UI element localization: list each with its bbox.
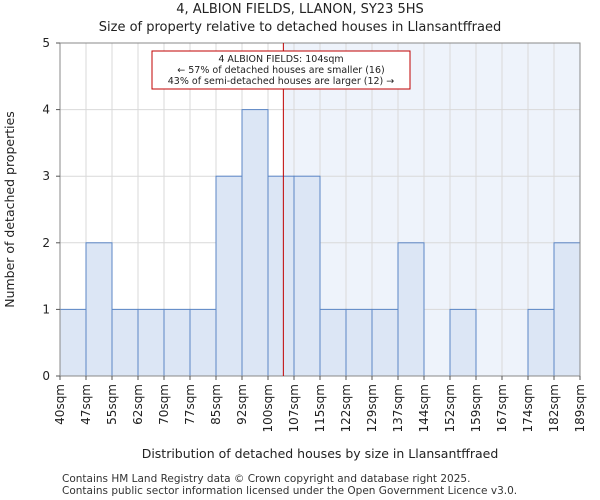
annotation-line: ← 57% of detached houses are smaller (16…	[177, 65, 384, 76]
x-axis-label: Distribution of detached houses by size …	[142, 446, 499, 461]
histogram-bar	[371, 308, 399, 377]
y-tick-label: 4	[42, 103, 50, 117]
histogram-bar	[163, 308, 191, 377]
x-tick-label: 92sqm	[235, 384, 249, 425]
y-tick-label: 2	[42, 236, 50, 250]
histogram-bar	[59, 308, 87, 377]
histogram-bar	[449, 308, 477, 377]
histogram-bar	[137, 308, 165, 377]
y-tick-label: 3	[42, 169, 50, 183]
x-tick-label: 115sqm	[313, 384, 327, 432]
x-tick-label: 167sqm	[495, 384, 509, 432]
x-tick-label: 55sqm	[105, 384, 119, 425]
x-tick-label: 159sqm	[469, 384, 483, 432]
histogram-bar	[241, 109, 269, 377]
histogram-bar	[111, 308, 139, 377]
x-tick-label: 62sqm	[131, 384, 145, 425]
x-tick-label: 174sqm	[521, 384, 535, 432]
histogram-bar	[85, 242, 113, 377]
histogram-bar	[527, 308, 555, 377]
chart-title: 4, ALBION FIELDS, LLANON, SY23 5HS	[176, 2, 424, 17]
x-tick-label: 144sqm	[417, 384, 431, 432]
x-tick-label: 152sqm	[443, 384, 457, 432]
x-tick-label: 189sqm	[573, 384, 587, 432]
x-tick-label: 182sqm	[547, 384, 561, 432]
histogram-bar	[397, 242, 425, 377]
x-tick-label: 129sqm	[365, 384, 379, 432]
x-tick-label: 85sqm	[209, 384, 223, 425]
y-axis-label: Number of detached properties	[2, 111, 17, 308]
x-tick-label: 122sqm	[339, 384, 353, 432]
y-tick-label: 1	[42, 302, 50, 316]
x-tick-label: 70sqm	[157, 384, 171, 425]
footer-licence: Contains public sector information licen…	[62, 485, 518, 497]
histogram-bar	[319, 308, 347, 377]
annotation-line: 4 ALBION FIELDS: 104sqm	[218, 54, 343, 65]
annotation-line: 43% of semi-detached houses are larger (…	[168, 76, 395, 87]
x-tick-label: 40sqm	[53, 384, 67, 425]
footer-copyright: Contains HM Land Registry data © Crown c…	[62, 473, 471, 485]
histogram-bar	[553, 242, 581, 377]
y-tick-label: 0	[42, 369, 50, 383]
x-tick-label: 107sqm	[287, 384, 301, 432]
histogram-bar	[293, 175, 321, 377]
histogram-chart: 0 1 2 3 4 5 40sqm 47sqm 55sqm 62sqm 70sqm 77sqm 85sq…	[2, 36, 587, 461]
annotation-box	[151, 50, 411, 90]
x-tick-label: 77sqm	[183, 384, 197, 425]
histogram-bar	[267, 175, 295, 377]
chart-subtitle: Size of property relative to detached ho…	[98, 20, 502, 35]
x-tick-label: 47sqm	[79, 384, 93, 425]
histogram-bar	[215, 175, 243, 377]
histogram-bar	[345, 308, 373, 377]
x-tick-label: 137sqm	[391, 384, 405, 432]
histogram-bar	[189, 308, 217, 377]
y-tick-label: 5	[42, 36, 50, 50]
x-tick-label: 100sqm	[261, 384, 275, 432]
